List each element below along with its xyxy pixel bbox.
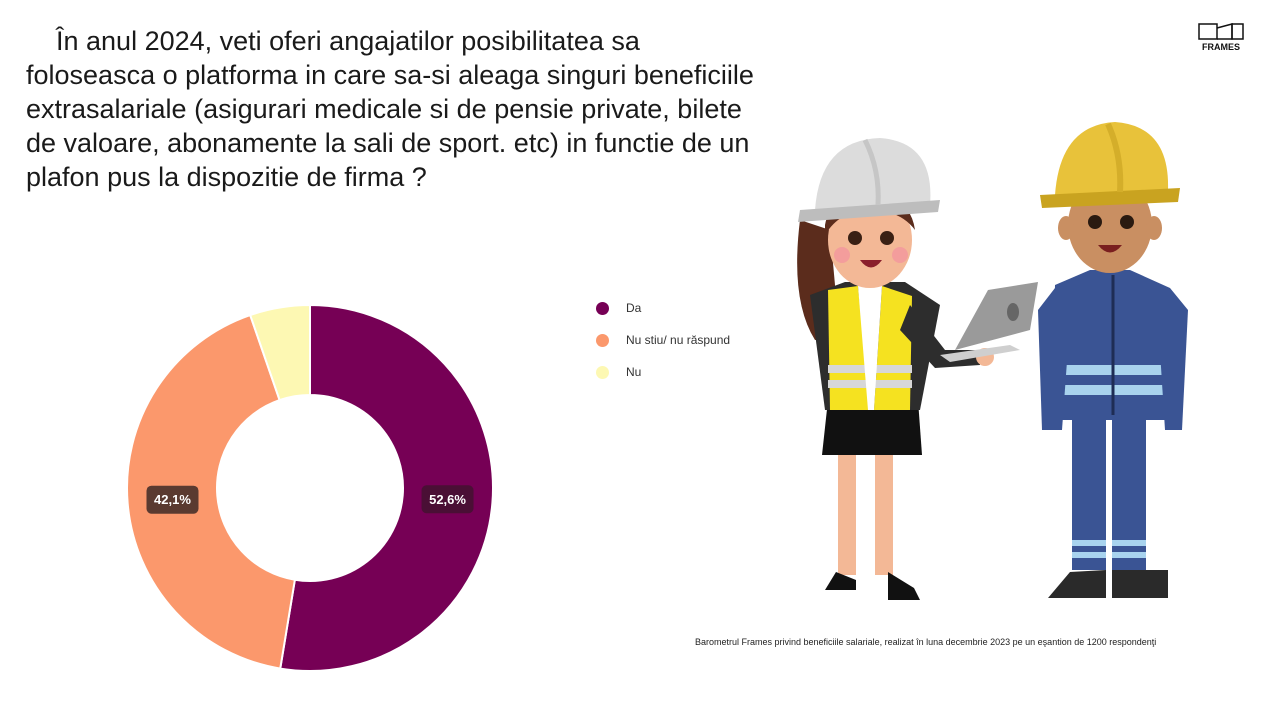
- donut-slice-2: [126, 313, 297, 670]
- legend-item-2: Nu stiu/ nu răspund: [596, 330, 730, 350]
- legend-label-1: Da: [626, 301, 642, 315]
- legend-label-2: Nu stiu/ nu răspund: [626, 333, 731, 347]
- workers-illustration: [797, 122, 1188, 600]
- source-note: Barometrul Frames privind beneficiile sa…: [695, 637, 1157, 647]
- legend-swatch-1: [596, 301, 609, 315]
- data-label-box-1: [421, 485, 474, 514]
- data-label-2: 42,1%: [146, 485, 199, 514]
- data-label-1: 52,6%: [421, 485, 474, 514]
- frames-logo-icon: [1198, 23, 1244, 40]
- man-figure: [1038, 122, 1188, 598]
- legend-label-3: Nu: [626, 365, 642, 379]
- question-title: În anul 2024, veti oferi angajatilor pos…: [26, 26, 754, 192]
- frames-logo: FRAMES: [1196, 22, 1246, 54]
- chart-legend: Da Nu stiu/ nu răspund Nu: [596, 298, 730, 394]
- data-label-text-2: 42,1%: [154, 492, 191, 507]
- legend-swatch-2: [596, 333, 609, 347]
- donut-slice-3: [248, 303, 311, 402]
- legend-swatch-3: [596, 365, 609, 379]
- legend-item-3: Nu: [596, 362, 730, 382]
- donut-slice-1: [279, 303, 494, 672]
- data-label-box-2: [146, 485, 199, 514]
- donut-chart: 52,6% 42,1%: [126, 303, 494, 672]
- woman-figure: [797, 138, 1038, 600]
- data-label-text-1: 52,6%: [429, 492, 466, 507]
- legend-item-1: Da: [596, 298, 730, 318]
- logo-text: FRAMES: [1202, 42, 1240, 52]
